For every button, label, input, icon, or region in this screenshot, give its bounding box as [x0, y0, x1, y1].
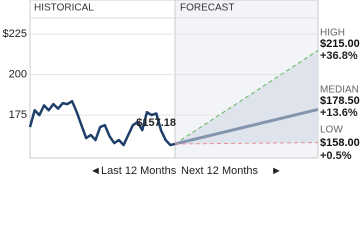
forecast-value: $215.00	[320, 38, 360, 50]
forecast-name: MEDIAN	[320, 85, 359, 96]
arrow-right: ►	[271, 165, 282, 177]
forecast-change: +36.8%	[320, 50, 358, 62]
forecast-value: $178.50	[320, 95, 360, 107]
forecast-line	[174, 49, 319, 145]
forecast-line	[174, 107, 319, 146]
arrow-left: ◄	[90, 165, 101, 177]
forecast-change: +0.5%	[320, 150, 352, 162]
forecast-header: FORECAST	[180, 3, 234, 14]
y-tick-label: 200	[9, 69, 27, 81]
forecast-name: HIGH	[320, 28, 345, 39]
price-line	[28, 99, 176, 147]
chart: HISTORICAL FORECAST ◄ Last 12 Months Nex…	[3, 0, 360, 177]
current-price-label: $157.18	[136, 117, 176, 129]
forecast-value: $158.00	[320, 137, 360, 149]
y-tick-label: $225	[3, 28, 27, 40]
historical-panel	[29, 0, 176, 159]
forecast-name: LOW	[320, 125, 343, 136]
forecast-line	[174, 142, 319, 145]
y-tick-label: 175	[9, 109, 27, 121]
period-label: Next 12 Months	[181, 165, 259, 177]
historical-header: HISTORICAL	[34, 3, 94, 14]
forecast-change: +13.6%	[320, 107, 358, 119]
period-label: Last 12 Months	[101, 165, 177, 177]
